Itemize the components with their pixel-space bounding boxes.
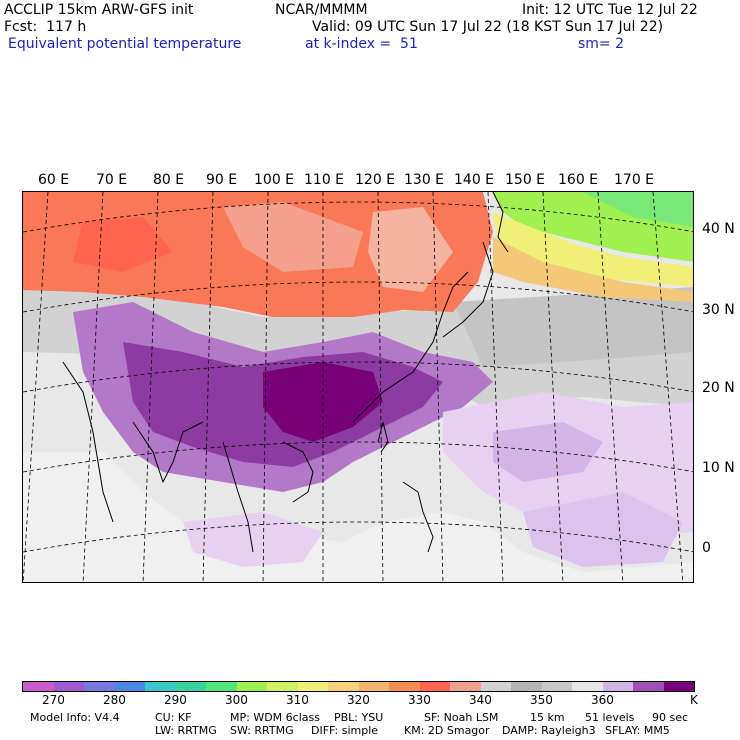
colorbar-tick: 360 <box>591 693 614 707</box>
colorbar-swatch <box>84 682 115 691</box>
info-diff: DIFF: simple <box>311 724 379 737</box>
level-label: at k-index = 51 <box>305 36 418 52</box>
colorbar-unit: K <box>690 693 698 707</box>
info-pbl: PBL: YSU <box>334 711 384 724</box>
colorbar-swatch <box>236 682 267 691</box>
lat-label: 0 <box>702 540 711 556</box>
smoothing-label: sm= 2 <box>578 36 625 52</box>
colorbar-swatch <box>53 682 84 691</box>
lon-label: 110 E <box>304 172 345 188</box>
colorbar-swatch <box>572 682 603 691</box>
colorbar-swatch <box>267 682 298 691</box>
colorbar-tick: 340 <box>469 693 492 707</box>
colorbar-tick: 350 <box>530 693 553 707</box>
colorbar-swatch <box>419 682 450 691</box>
colorbar-tick: 290 <box>164 693 187 707</box>
colorbar-tick: 330 <box>408 693 431 707</box>
info-cu: CU: KF <box>155 711 192 724</box>
colorbar-swatch <box>480 682 511 691</box>
gray-band-dark <box>453 287 693 367</box>
lon-label: 170 E <box>614 172 655 188</box>
lat-label: 20 N <box>702 380 735 396</box>
colorbar-swatch <box>206 682 237 691</box>
model-title: ACCLIP 15km ARW-GFS init <box>4 2 194 18</box>
valid-time: Valid: 09 UTC Sun 17 Jul 22 (18 KST Sun … <box>312 19 664 35</box>
lon-label: 70 E <box>96 172 128 188</box>
cool-core <box>583 192 693 227</box>
graticule <box>23 192 693 582</box>
organization-label: NCAR/MMMM <box>275 2 368 18</box>
lat-label: 30 N <box>702 302 735 318</box>
colorbar-tick: 280 <box>103 693 126 707</box>
warm-patch <box>368 207 453 292</box>
map-panel <box>22 191 694 583</box>
coastlines <box>62 192 509 553</box>
lat-label: 40 N <box>702 221 735 237</box>
colorbar-swatch <box>297 682 328 691</box>
init-time: Init: 12 UTC Tue 12 Jul 22 <box>522 2 698 18</box>
colorbar-tick: 300 <box>225 693 248 707</box>
colorbar-tick: 270 <box>42 693 65 707</box>
lon-label: 140 E <box>454 172 495 188</box>
colorbar-swatch <box>175 682 206 691</box>
colorbar-swatch <box>23 682 54 691</box>
colorbar-swatch <box>114 682 145 691</box>
colorbar-swatch <box>450 682 481 691</box>
lon-label: 120 E <box>355 172 396 188</box>
colorbar-swatch <box>511 682 542 691</box>
info-sw: SW: RRTMG <box>230 724 294 737</box>
field-name: Equivalent potential temperature <box>8 36 242 52</box>
lat-label: 10 N <box>702 460 735 476</box>
colorbar-swatch <box>602 682 633 691</box>
ocean-moist-core <box>493 422 603 482</box>
lon-label: 150 E <box>505 172 546 188</box>
lon-label: 60 E <box>38 172 70 188</box>
info-damp: DAMP: Rayleigh3 <box>502 724 596 737</box>
warm-patch <box>223 202 363 272</box>
warm-core <box>73 217 173 272</box>
colorbar-tick: 310 <box>286 693 309 707</box>
transition-band <box>493 237 693 302</box>
ocean-moist-patch <box>523 492 683 567</box>
theta-e-field <box>23 192 693 582</box>
colorbar <box>22 681 695 692</box>
info-sflay: SFLAY: MM5 <box>605 724 670 737</box>
info-version: Model Info: V4.4 <box>30 711 120 724</box>
info-km: KM: 2D Smagor <box>404 724 490 737</box>
lon-label: 100 E <box>254 172 295 188</box>
colorbar-swatch <box>541 682 572 691</box>
info-mp: MP: WDM 6class <box>230 711 320 724</box>
lon-label: 80 E <box>153 172 185 188</box>
transition-band <box>493 212 693 287</box>
colorbar-swatch <box>663 682 694 691</box>
lon-label: 90 E <box>206 172 238 188</box>
colorbar-swatch <box>633 682 664 691</box>
colorbar-swatch <box>328 682 359 691</box>
colorbar-swatch <box>145 682 176 691</box>
southern-field <box>23 452 693 582</box>
colorbar-swatch <box>358 682 389 691</box>
info-timestep: 90 sec <box>652 711 689 724</box>
southern-moist <box>183 512 323 567</box>
forecast-hour: Fcst: 117 h <box>4 19 87 35</box>
info-levels: 51 levels <box>585 711 635 724</box>
colorbar-tick: 320 <box>347 693 370 707</box>
info-lw: LW: RRTMG <box>155 724 217 737</box>
lon-label: 160 E <box>558 172 599 188</box>
lon-label: 130 E <box>404 172 445 188</box>
info-sf: SF: Noah LSM <box>424 711 499 724</box>
colorbar-swatch <box>389 682 420 691</box>
info-resolution: 15 km <box>530 711 565 724</box>
